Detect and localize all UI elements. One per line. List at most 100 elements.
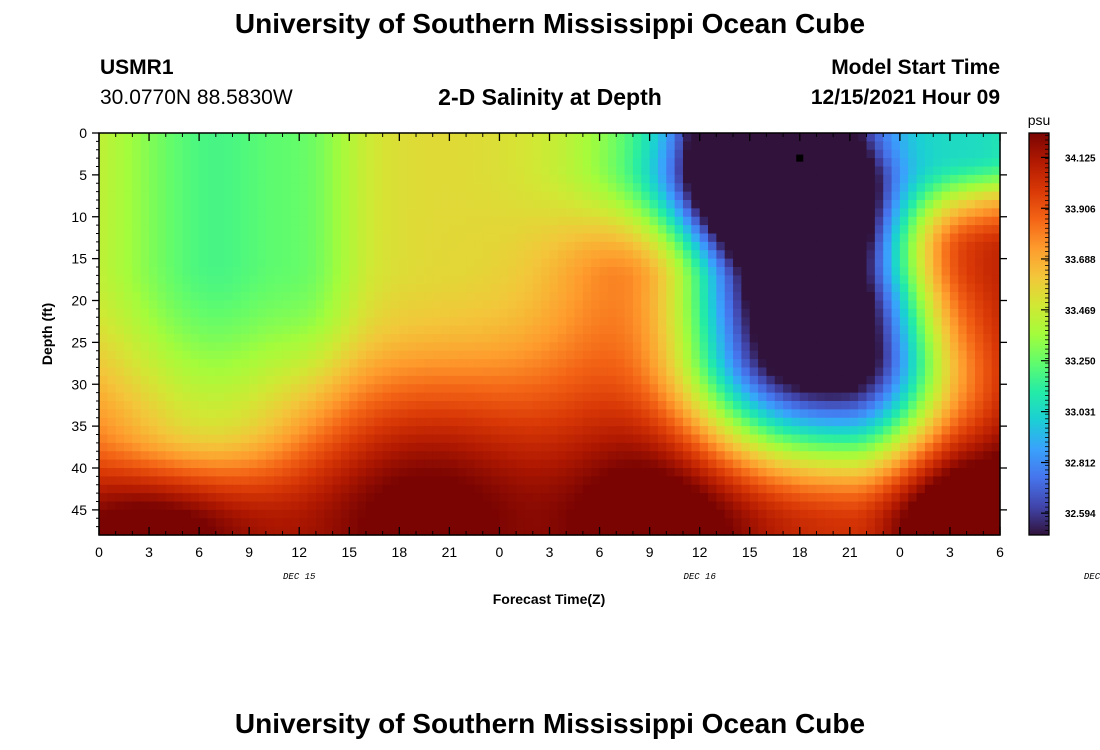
heatmap-cell — [774, 250, 784, 260]
heatmap-cell — [441, 476, 450, 486]
heatmap-cell — [566, 468, 576, 477]
heatmap-cell — [816, 401, 826, 410]
heatmap-cell — [699, 434, 709, 444]
heatmap-cell — [607, 158, 617, 168]
heatmap-cell — [749, 401, 759, 410]
heatmap-cell — [99, 308, 108, 318]
heatmap-cell — [349, 367, 359, 377]
heatmap-cell — [966, 359, 976, 369]
heatmap-cell — [899, 359, 909, 369]
heatmap-cell — [516, 149, 526, 159]
heatmap-cell — [466, 350, 476, 360]
heatmap-cell — [883, 434, 893, 444]
heatmap-cell — [107, 484, 117, 494]
heatmap-cell — [708, 501, 717, 511]
heatmap-cell — [524, 191, 534, 201]
heatmap-cell — [532, 350, 542, 360]
heatmap-cell — [224, 166, 234, 176]
heatmap-cell — [324, 183, 334, 193]
heatmap-cell — [799, 225, 809, 235]
heatmap-cell — [607, 451, 617, 461]
heatmap-cell — [649, 183, 659, 193]
heatmap-cell — [124, 225, 133, 235]
heatmap-cell — [416, 208, 425, 218]
heatmap-cell — [149, 426, 158, 436]
heatmap-cell — [507, 342, 517, 352]
heatmap-cell — [274, 208, 284, 218]
heatmap-cell — [416, 317, 425, 327]
heatmap-cell — [174, 375, 184, 385]
heatmap-cell — [991, 191, 1001, 201]
heatmap-cell — [758, 225, 767, 235]
heatmap-cell — [716, 191, 726, 201]
heatmap-cell — [124, 133, 133, 142]
heatmap-cell — [899, 300, 909, 310]
heatmap-cell — [399, 200, 409, 209]
heatmap-cell — [315, 233, 325, 243]
heatmap-cell — [532, 233, 542, 243]
heatmap-cell — [591, 300, 601, 310]
heatmap-cell — [641, 166, 651, 176]
heatmap-cell — [190, 149, 200, 159]
model-start-value: 12/15/2021 Hour 09 — [810, 86, 1000, 109]
heatmap-cell — [499, 208, 509, 218]
heatmap-cell — [966, 250, 976, 260]
heatmap-cell — [399, 375, 409, 385]
heatmap-cell — [315, 158, 325, 168]
heatmap-cell — [182, 375, 192, 385]
heatmap-cell — [274, 350, 284, 360]
heatmap-cell — [349, 384, 359, 394]
heatmap-cell — [958, 434, 968, 444]
heatmap-cell — [124, 267, 133, 276]
heatmap-cell — [424, 468, 434, 477]
heatmap-cell — [199, 258, 209, 268]
heatmap-cell — [874, 409, 884, 419]
heatmap-cell — [682, 501, 692, 511]
heatmap-cell — [808, 401, 818, 410]
heatmap-cell — [591, 225, 601, 235]
heatmap-cell — [215, 250, 225, 260]
heatmap-cell — [874, 501, 884, 511]
heatmap-cell — [983, 241, 993, 251]
heatmap-cell — [441, 241, 450, 251]
heatmap-cell — [708, 434, 717, 444]
heatmap-cell — [657, 292, 667, 302]
heatmap-cell — [774, 300, 784, 310]
heatmap-cell — [240, 308, 250, 318]
heatmap-cell — [841, 267, 851, 276]
heatmap-cell — [524, 434, 534, 444]
heatmap-cell — [449, 158, 459, 168]
heatmap-cell — [666, 459, 676, 469]
heatmap-cell — [365, 442, 375, 452]
heatmap-cell — [858, 359, 868, 369]
heatmap-cell — [182, 484, 192, 494]
heatmap-cell — [699, 384, 709, 394]
heatmap-cell — [307, 442, 317, 452]
heatmap-cell — [983, 200, 993, 209]
heatmap-cell — [374, 375, 384, 385]
heatmap-cell — [382, 359, 392, 369]
heatmap-cell — [99, 350, 108, 360]
heatmap-cell — [399, 133, 409, 142]
heatmap-cell — [724, 216, 734, 226]
heatmap-cell — [482, 417, 492, 427]
heatmap-cell — [674, 141, 684, 151]
heatmap-cell — [224, 308, 234, 318]
heatmap-cell — [916, 275, 926, 285]
heatmap-cell — [733, 216, 742, 226]
heatmap-cell — [499, 334, 509, 343]
heatmap-cell — [215, 417, 225, 427]
heatmap-cell — [432, 342, 442, 352]
heatmap-cell — [833, 493, 843, 503]
heatmap-cell — [382, 342, 392, 352]
heatmap-cell — [382, 149, 392, 159]
heatmap-cell — [365, 250, 375, 260]
heatmap-cell — [482, 208, 492, 218]
heatmap-cell — [190, 409, 200, 419]
heatmap-cell — [616, 275, 626, 285]
heatmap-cell — [424, 275, 434, 285]
heatmap-cell — [290, 434, 300, 444]
heatmap-cell — [324, 200, 334, 209]
heatmap-cell — [758, 375, 767, 385]
heatmap-cell — [766, 300, 776, 310]
